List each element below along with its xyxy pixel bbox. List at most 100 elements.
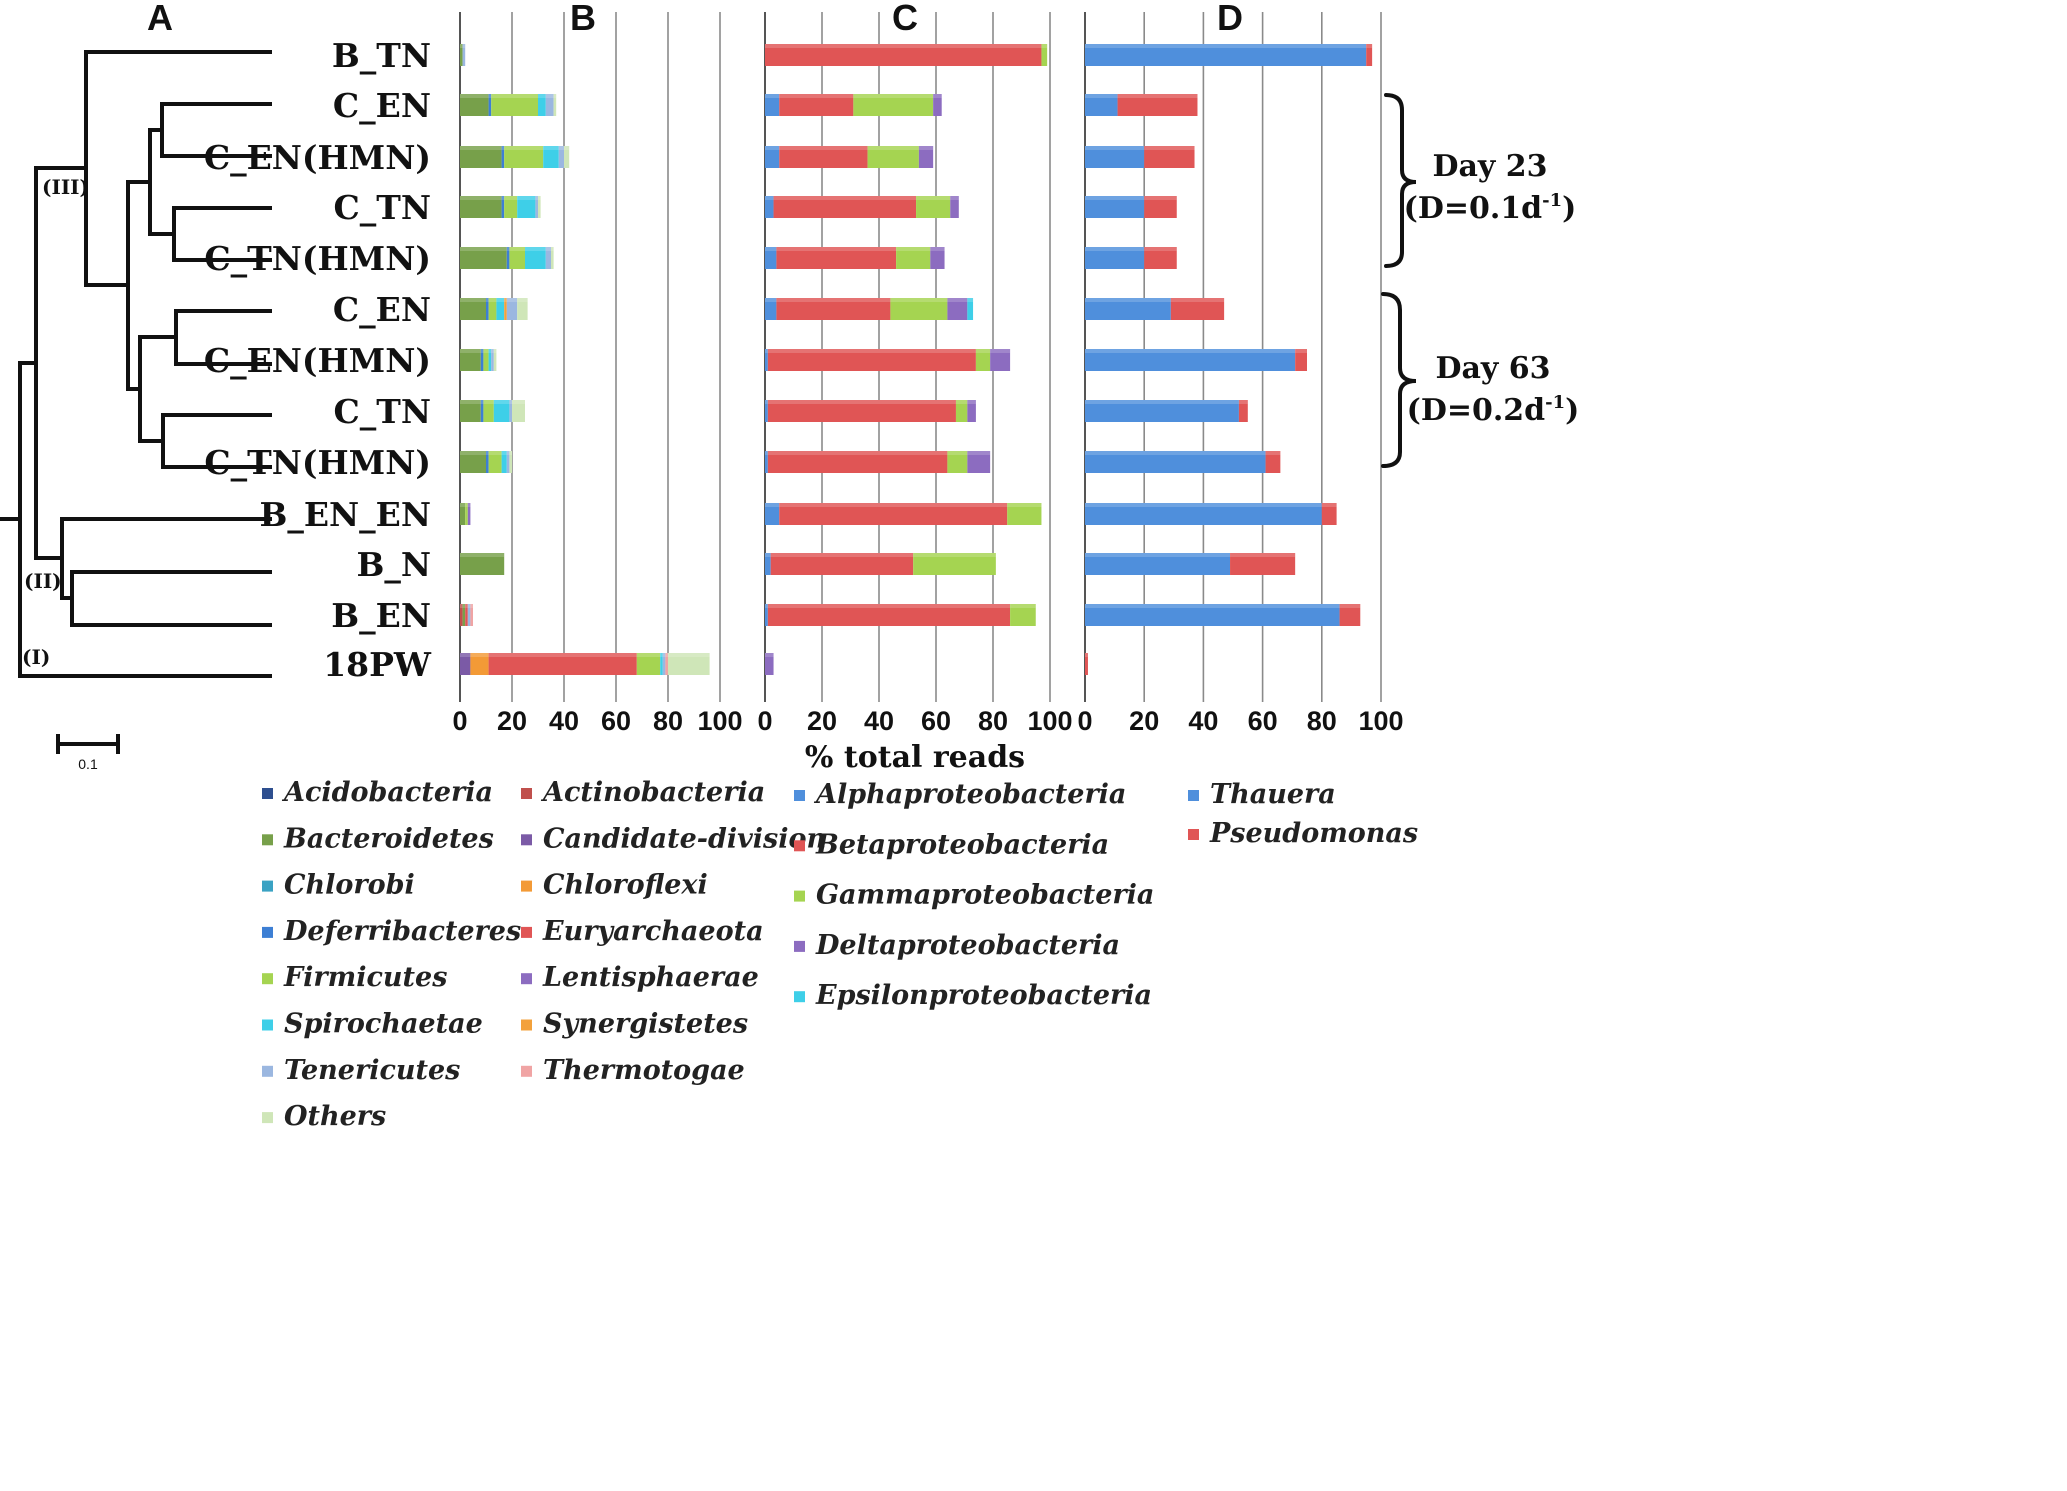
bar-segment [779, 503, 1008, 525]
bar-highlight [765, 400, 768, 404]
legend-swatch [794, 890, 805, 902]
bar-highlight [1366, 44, 1373, 48]
bar-highlight [773, 196, 917, 200]
legend-label: Chloroflexi [543, 870, 708, 901]
bar-highlight [776, 247, 897, 251]
bar-segment [506, 298, 518, 320]
bar-segment [504, 196, 518, 218]
bar-segment [488, 349, 492, 371]
dilution-rate-base: (D=0.2d [1407, 393, 1546, 428]
bar-segment [767, 349, 976, 371]
bar-highlight [517, 196, 536, 200]
bar-segment [460, 298, 486, 320]
legend-label: Deferribacteres [283, 916, 521, 947]
bar-highlight [776, 298, 891, 302]
bar-highlight [504, 146, 544, 150]
bar-segment [460, 400, 481, 422]
legend-swatch [521, 834, 532, 846]
bar-highlight [1085, 146, 1145, 150]
bar-highlight [975, 349, 991, 353]
bar-segment [488, 653, 637, 675]
bar-highlight [460, 400, 481, 404]
bar-highlight [470, 653, 489, 657]
x-tick-label: 40 [549, 706, 579, 736]
x-tick-label: 80 [978, 706, 1008, 736]
cluster-label: (II) [24, 569, 62, 593]
bar-highlight [947, 298, 968, 302]
sample-label: B_TN [332, 36, 431, 75]
bar-highlight [506, 451, 510, 455]
bar-segment [465, 503, 468, 525]
bar-highlight [460, 349, 481, 353]
bar-segment [460, 349, 481, 371]
bar-segment [460, 553, 505, 575]
legend-swatch [794, 790, 805, 801]
bar-highlight [488, 653, 637, 657]
bar-highlight [947, 451, 968, 455]
bar-segment [480, 400, 484, 422]
legend-label: Betaproteobacteria [815, 829, 1109, 860]
cluster-label: (I) [22, 645, 50, 669]
bar-highlight [553, 94, 557, 98]
bar-segment [545, 247, 551, 269]
bar-highlight [765, 298, 777, 302]
bar-highlight [486, 451, 489, 455]
bar-segment [765, 247, 777, 269]
bar-highlight [1170, 298, 1225, 302]
bar-highlight [765, 653, 774, 657]
bar-segment [765, 196, 774, 218]
bar-highlight [509, 247, 525, 251]
bar-segment [509, 400, 512, 422]
sample-label: C_TN(HMN) [204, 239, 431, 278]
bar-highlight [488, 451, 502, 455]
legend-label: Epsilonproteobacteria [815, 980, 1152, 1011]
bar-segment [773, 196, 917, 218]
bar-highlight [1085, 653, 1088, 657]
bar-segment [1085, 349, 1296, 371]
bar-highlight [493, 400, 510, 404]
bar-segment [1265, 451, 1281, 473]
bar-segment [460, 653, 471, 675]
legend-label: Firmicutes [283, 962, 447, 993]
bar-highlight [767, 451, 948, 455]
bar-segment [496, 298, 505, 320]
bar-segment [765, 553, 771, 575]
bar-highlight [545, 94, 554, 98]
bar-segment [1085, 553, 1231, 575]
bar-segment [506, 247, 510, 269]
bar-segment [636, 653, 661, 675]
bar-highlight [551, 247, 554, 251]
bar-segment [493, 400, 510, 422]
bar-segment [955, 400, 968, 422]
legend-swatch [794, 840, 805, 852]
bar-segment [460, 503, 466, 525]
bar-segment [564, 146, 570, 168]
bar-highlight [517, 298, 528, 302]
bar-segment [975, 349, 991, 371]
bar-segment [491, 349, 494, 371]
dilution-rate-base: (D=0.1d [1404, 191, 1543, 226]
bar-segment [1085, 503, 1322, 525]
bar-segment [930, 247, 945, 269]
bar-segment [1041, 44, 1048, 66]
dilution-rate-close: ) [1562, 191, 1576, 226]
bar-segment [990, 349, 1011, 371]
bar-highlight [1265, 451, 1281, 455]
cluster-label: (III) [42, 175, 89, 199]
bar-highlight [913, 553, 996, 557]
bar-segment [460, 196, 502, 218]
bar-highlight [488, 94, 492, 98]
legend-label: Candidate-division [543, 823, 826, 854]
x-tick-label: 0 [757, 706, 772, 736]
bar-highlight [1085, 400, 1239, 404]
bar-highlight [967, 298, 974, 302]
bar-highlight [662, 653, 666, 657]
bar-highlight [779, 94, 854, 98]
x-tick-label: 100 [1027, 706, 1072, 736]
dilution-rate: (D=0.1d-1) [1404, 190, 1577, 226]
bar-segment [776, 298, 891, 320]
bar-highlight [460, 653, 471, 657]
bar-highlight [765, 604, 768, 608]
sample-label: C_EN(HMN) [204, 138, 431, 177]
